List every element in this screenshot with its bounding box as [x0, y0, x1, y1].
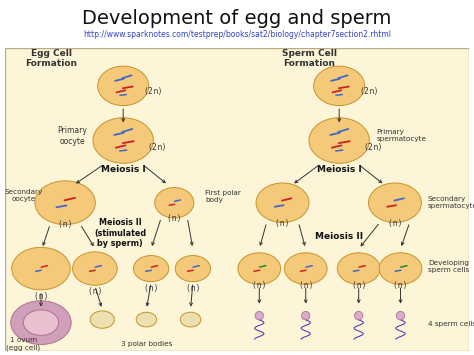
Text: ( n ): ( n ) [145, 284, 157, 293]
Text: Meiosis II: Meiosis II [315, 231, 363, 241]
Ellipse shape [396, 311, 405, 320]
Ellipse shape [11, 301, 71, 344]
Text: (2 n): (2 n) [361, 87, 378, 97]
Text: ( n ): ( n ) [389, 219, 401, 228]
Ellipse shape [175, 256, 210, 282]
Ellipse shape [368, 183, 421, 223]
Ellipse shape [301, 311, 310, 320]
Ellipse shape [314, 66, 365, 105]
Text: ( n ): ( n ) [59, 220, 71, 229]
Text: Meiosis I: Meiosis I [101, 165, 146, 174]
Ellipse shape [284, 253, 327, 284]
Ellipse shape [133, 256, 169, 282]
Text: Developing
sperm cells: Developing sperm cells [428, 260, 470, 273]
Ellipse shape [180, 312, 201, 327]
Ellipse shape [155, 187, 194, 218]
Text: ( n ): ( n ) [253, 281, 265, 290]
Text: 3 polar bodies: 3 polar bodies [121, 341, 172, 347]
Ellipse shape [337, 253, 380, 284]
Ellipse shape [90, 311, 114, 328]
Text: 4 sperm cells: 4 sperm cells [428, 321, 474, 327]
Text: First polar
body: First polar body [205, 190, 241, 203]
Ellipse shape [355, 311, 363, 320]
Text: Primary
spermatocyte: Primary spermatocyte [376, 130, 426, 142]
Ellipse shape [98, 66, 149, 105]
Text: Secondary
oocyte: Secondary oocyte [4, 189, 43, 202]
Text: (2 n): (2 n) [365, 143, 381, 152]
Ellipse shape [23, 310, 59, 335]
Text: ( n ): ( n ) [276, 219, 289, 228]
Text: Sperm Cell
Formation: Sperm Cell Formation [282, 49, 337, 68]
Text: ( n ): ( n ) [353, 281, 365, 290]
Text: ( n ): ( n ) [35, 292, 47, 301]
FancyBboxPatch shape [5, 48, 469, 351]
Text: http://www.sparknotes.com/testprep/books/sat2/biology/chapter7section2.rhtml: http://www.sparknotes.com/testprep/books… [83, 30, 391, 39]
Text: (2 n): (2 n) [149, 143, 165, 152]
Text: ( n ): ( n ) [168, 214, 181, 223]
Text: ( n ): ( n ) [394, 281, 407, 290]
Text: Meiosis II
(stimulated
by sperm): Meiosis II (stimulated by sperm) [94, 218, 146, 248]
Ellipse shape [379, 253, 422, 284]
Text: ( n ): ( n ) [89, 288, 101, 296]
Ellipse shape [35, 181, 95, 225]
Text: Egg Cell
Formation: Egg Cell Formation [25, 49, 77, 68]
Text: ( n ): ( n ) [300, 281, 312, 290]
Text: Development of egg and sperm: Development of egg and sperm [82, 9, 392, 28]
Text: Meiosis I: Meiosis I [317, 165, 362, 174]
Ellipse shape [93, 118, 154, 163]
Ellipse shape [136, 312, 156, 327]
Text: Primary
oocyte: Primary oocyte [57, 126, 87, 146]
Text: (2 n): (2 n) [145, 87, 162, 97]
Text: 1 ovum
(egg cell): 1 ovum (egg cell) [6, 337, 40, 351]
Ellipse shape [255, 311, 264, 320]
Ellipse shape [256, 183, 309, 223]
Ellipse shape [73, 252, 117, 285]
Text: ( n ): ( n ) [187, 284, 199, 293]
Ellipse shape [12, 247, 70, 290]
Text: Secondary
spermatocytes: Secondary spermatocytes [428, 196, 474, 209]
Ellipse shape [238, 253, 281, 284]
Ellipse shape [309, 118, 369, 163]
